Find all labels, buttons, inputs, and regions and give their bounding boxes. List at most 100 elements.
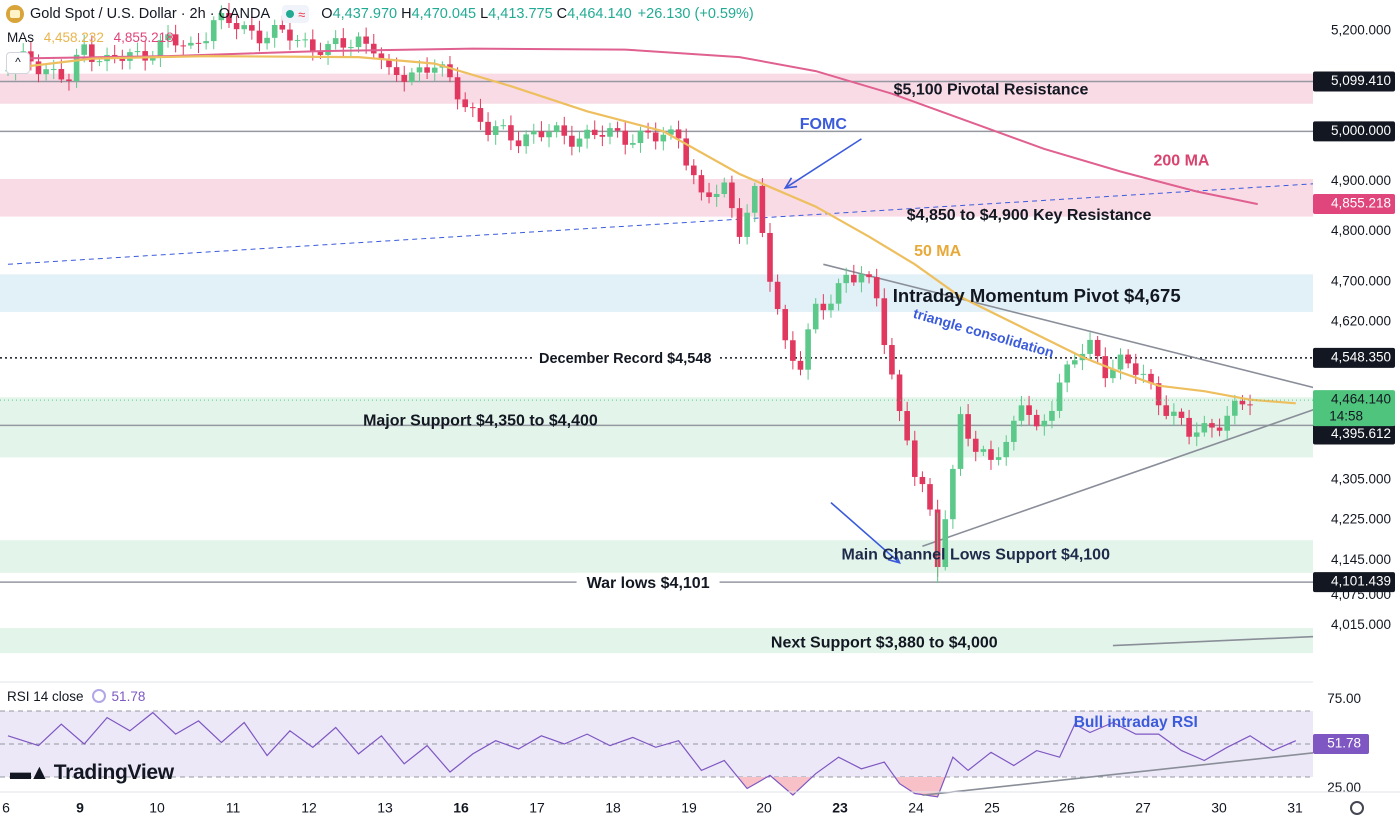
candle-body [43, 69, 49, 75]
candle-body [797, 360, 804, 370]
candle-body [637, 130, 644, 144]
candle-body [1033, 414, 1040, 427]
candle-body [691, 165, 697, 176]
candle-body [751, 185, 758, 213]
candle-body [942, 519, 949, 568]
candle-body [515, 140, 522, 147]
ma-legend[interactable]: MAs 4,458.232 4,855.218 [7, 30, 174, 45]
candle-body [508, 125, 514, 141]
fomc-arrow [784, 138, 862, 189]
candle-body [828, 303, 834, 311]
time-tick: 18 [605, 800, 621, 816]
candle-body [477, 108, 484, 122]
candle-body [919, 476, 926, 485]
candle-body [835, 283, 842, 304]
time-tick: 26 [1059, 800, 1075, 816]
candle-body [1064, 364, 1070, 383]
candle-body [995, 457, 1002, 460]
candle-body [317, 51, 324, 55]
candle-body [431, 67, 438, 73]
rsi-tick: 75.00 [1327, 691, 1361, 706]
high-label: H [401, 6, 412, 22]
rsi-legend-label: RSI 14 close [7, 689, 84, 704]
war-lows-arrow-head [887, 551, 901, 565]
candle-body [561, 125, 568, 136]
ma200-touch-line [7, 177, 1400, 265]
annotation-bg-11 [576, 572, 720, 595]
candle-body [774, 281, 781, 310]
time-tick: 10 [149, 800, 165, 816]
settings-gear-icon[interactable] [1350, 801, 1364, 815]
candle-body [1186, 417, 1192, 437]
candle-body [698, 175, 705, 193]
zone-support-5 [0, 628, 1313, 654]
candle-body [210, 20, 217, 42]
change-value: +26.130 (+0.59%) [637, 6, 754, 22]
candle-body [1140, 373, 1147, 375]
time-tick: 9 [76, 800, 84, 816]
open-label: O [321, 6, 333, 22]
candle-body [1216, 427, 1223, 431]
price-badge-dark [1313, 121, 1395, 142]
candle-body [386, 59, 392, 68]
candle-body [409, 72, 415, 82]
candle-body [355, 36, 362, 48]
ma50-line [7, 54, 1296, 405]
candle-body [957, 414, 964, 469]
triangle-lower [922, 396, 1350, 548]
candle-body [1125, 354, 1131, 364]
candle-body [58, 68, 65, 80]
candle-body [279, 25, 286, 30]
time-tick: 25 [984, 800, 1000, 816]
candle-body [1232, 400, 1238, 416]
time-tick: 20 [756, 800, 772, 816]
candle-body [180, 45, 187, 47]
candle-body [492, 126, 499, 135]
rsi-legend[interactable]: RSI 14 close 51.78 [7, 689, 145, 704]
candle-body [1155, 383, 1162, 406]
candle-body [203, 41, 209, 44]
candle-body [401, 75, 408, 82]
candle-body [911, 440, 918, 477]
candle-body [881, 298, 888, 346]
candle-body [332, 38, 339, 45]
candle-body [1201, 423, 1208, 433]
candle-body [1072, 360, 1078, 365]
candle-body [363, 36, 369, 44]
collapse-legend-button[interactable]: ^ [6, 52, 30, 74]
candle-body [767, 232, 773, 282]
candle-body [675, 129, 682, 139]
market-status-pill[interactable]: ≈ [282, 5, 310, 23]
candle-body [287, 29, 293, 41]
candle-body [325, 44, 331, 55]
rsi-trendline [922, 748, 1350, 796]
symbol-title[interactable]: Gold Spot / U.S. Dollar · 2h · OANDA [30, 6, 271, 22]
candle-body [1239, 400, 1246, 405]
candle-body [790, 340, 796, 361]
candle-body [195, 42, 202, 44]
price-tick: 4,015.000 [1331, 617, 1391, 632]
close-label: C [556, 6, 568, 22]
candle-body [271, 25, 278, 38]
candle-body [668, 129, 674, 135]
candle-body [782, 309, 789, 341]
candle-body [607, 128, 613, 137]
ma-legend-label: MAs [7, 30, 34, 45]
annotation-9: Major Support $4,350 to $4,400 [363, 413, 598, 430]
candle-body [736, 208, 743, 237]
zone-resistance-1 [0, 179, 1313, 217]
candle-body [462, 99, 468, 108]
candle-body [645, 130, 651, 133]
candle-body [759, 185, 766, 233]
low-label: L [480, 6, 489, 22]
candle-body [241, 25, 248, 30]
price-tick: 4,225.000 [1331, 512, 1391, 527]
candle-body [630, 143, 636, 145]
last-price-label: 4,464.140 [1331, 392, 1391, 407]
zone-support-3 [0, 397, 1313, 458]
war-lows-arrow [830, 501, 901, 564]
candle-body [950, 468, 956, 520]
candle-body [370, 43, 377, 54]
zone-resistance-0 [0, 73, 1313, 104]
